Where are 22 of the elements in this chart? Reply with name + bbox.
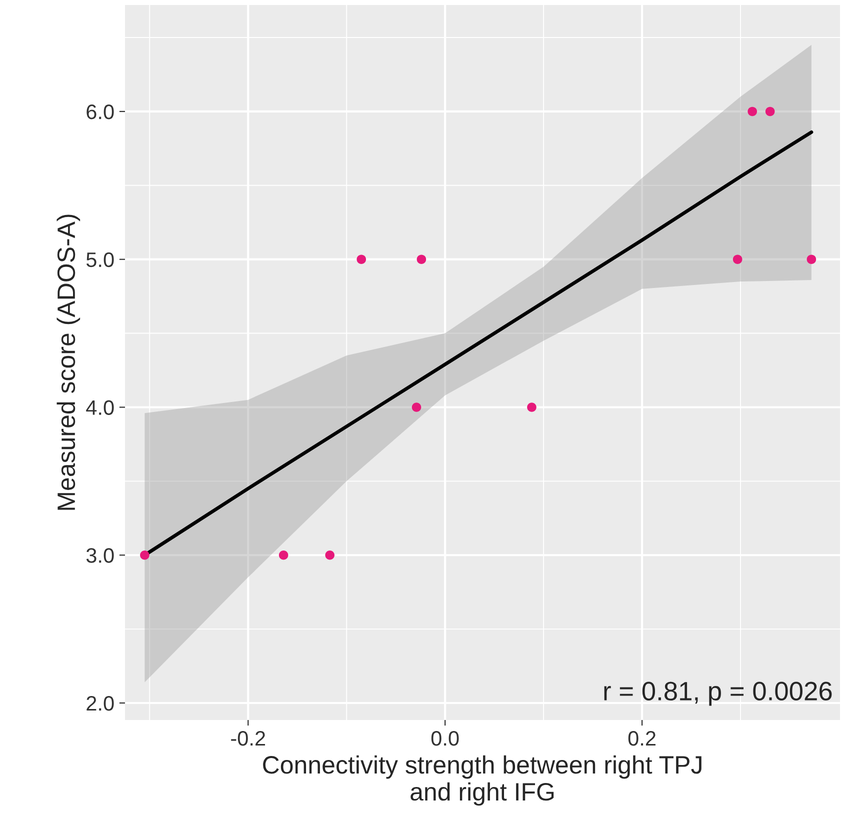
y-tick-label: 3.0 [86,548,114,563]
point [732,254,742,264]
x-tick-label: 0.0 [431,730,459,746]
point [325,550,335,560]
y-axis-title: Measured score (ADOS-A) [56,214,80,510]
point [356,254,366,264]
point [527,402,536,412]
point [416,254,426,264]
point [806,254,816,264]
x-axis-title: Connectivity strength between right TPJ and right IFG [263,755,702,806]
y-tick-label: 2.0 [86,696,114,711]
x-tick-label: -0.2 [231,730,266,746]
point [765,106,775,116]
point [140,550,150,560]
point [748,106,758,116]
x-tick-label: 0.2 [628,730,656,746]
point [412,402,422,412]
annotation: r = 0.81, p = 0.0026 [604,682,832,706]
y-tick-label: 5.0 [86,252,114,268]
point [278,550,288,560]
y-tick-label: 4.0 [86,400,114,415]
y-tick-label: 6.0 [86,104,114,120]
